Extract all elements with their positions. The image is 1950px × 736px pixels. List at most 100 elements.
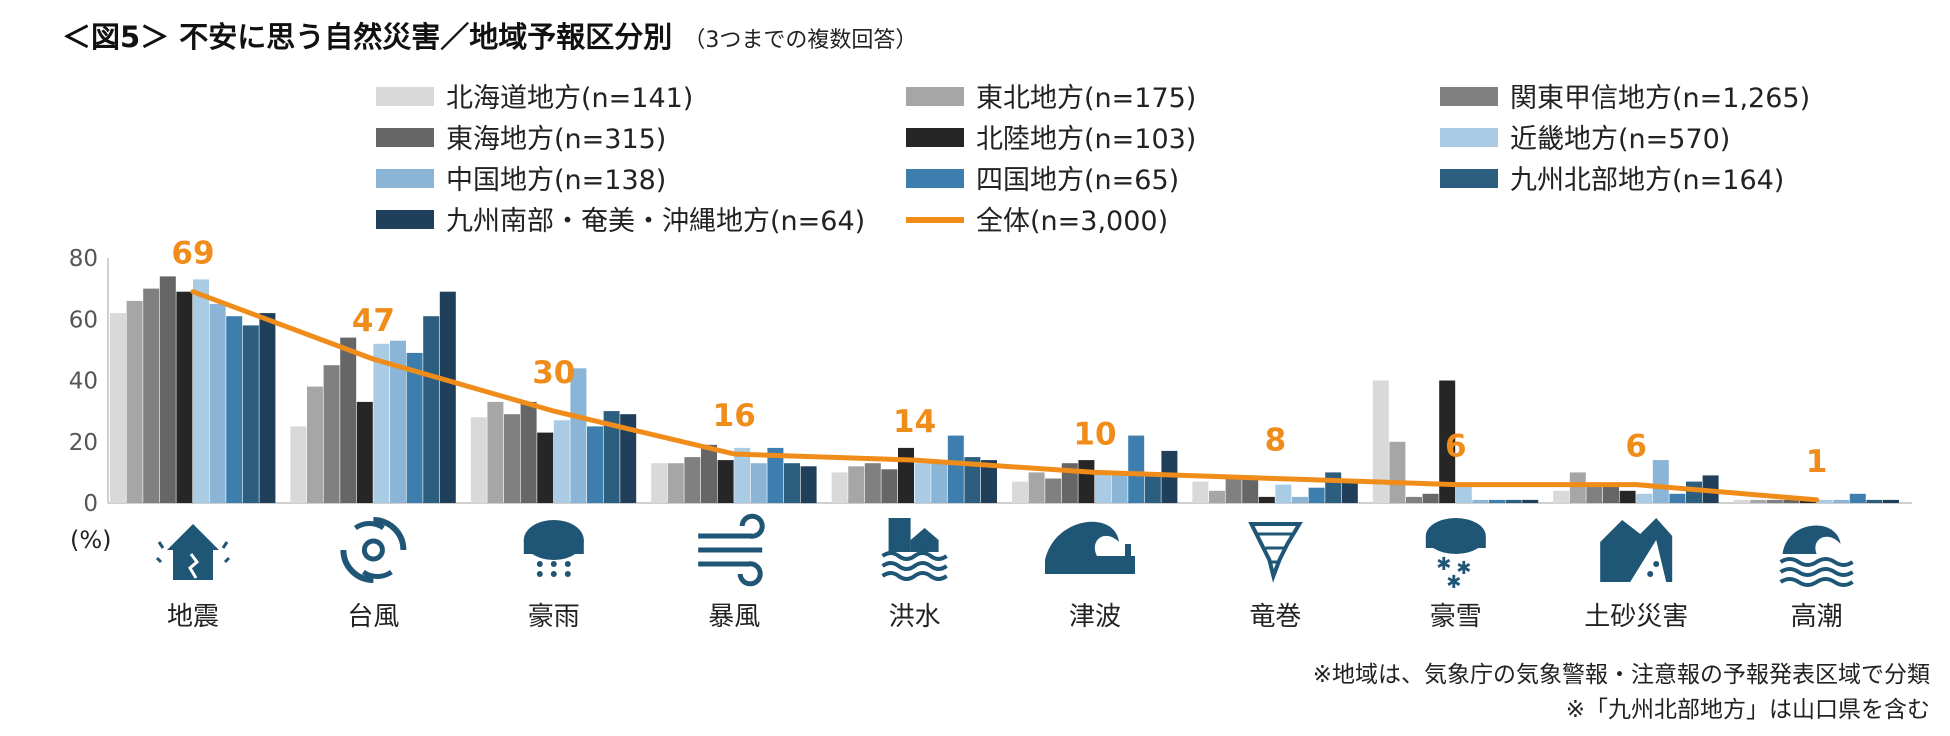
- bar: [1372, 380, 1389, 503]
- bar: [1750, 499, 1767, 503]
- tsunami-icon: [1045, 521, 1135, 574]
- bar: [1111, 472, 1128, 503]
- bar: [110, 313, 126, 503]
- bar: [323, 365, 340, 503]
- total-data-label: 30: [532, 355, 575, 391]
- strong-wind-icon: [698, 513, 765, 587]
- bar: [914, 463, 931, 503]
- total-data-label: 1: [1806, 444, 1828, 480]
- bars: [110, 276, 1899, 504]
- bar: [701, 444, 717, 503]
- category-label: 津波: [1069, 602, 1121, 632]
- bar: [143, 288, 160, 503]
- bar: [1275, 484, 1292, 503]
- bar: [1439, 380, 1456, 503]
- legend-swatch: [376, 87, 434, 106]
- bar: [307, 386, 323, 503]
- bar: [1569, 472, 1586, 503]
- bar: [242, 325, 259, 503]
- bar: [1192, 481, 1209, 503]
- legend-label: 東北地方(n=175): [976, 83, 1196, 114]
- legend-label: 北海道地方(n=141): [446, 83, 693, 114]
- legend-label: 関東甲信地方(n=1,265): [1510, 83, 1810, 114]
- legend-label: 九州北部地方(n=164): [1510, 165, 1784, 196]
- total-data-label: 6: [1445, 429, 1467, 465]
- bar: [1012, 481, 1028, 503]
- bar: [373, 343, 390, 504]
- legend-swatch: [376, 210, 434, 229]
- bar: [1258, 496, 1275, 503]
- total-data-label: 16: [713, 398, 756, 434]
- bar: [487, 401, 504, 503]
- bar: [390, 340, 406, 503]
- y-tick-label: 60: [69, 307, 98, 333]
- bar: [226, 316, 243, 503]
- bar: [1505, 499, 1522, 503]
- bar: [1045, 478, 1062, 503]
- bar: [537, 432, 554, 503]
- landslide-icon: [1600, 518, 1673, 582]
- category-label: 豪雨: [528, 602, 580, 632]
- category-label: 洪水: [889, 602, 941, 632]
- total-series-line: [190, 289, 1820, 503]
- category-icons: ✱ ✱✱: [155, 513, 1854, 593]
- heavy-snow-icon: ✱ ✱✱: [1425, 518, 1486, 593]
- bar: [1209, 490, 1225, 504]
- typhoon-icon: [340, 517, 407, 583]
- footnotes: ※地域は、気象庁の気象警報・注意報の予報発表区域で分類 ※「九州北部地方」は山口…: [1313, 658, 1930, 728]
- category-label: 高潮: [1791, 602, 1843, 632]
- tornado-icon: [1248, 522, 1303, 583]
- category-label: 豪雪: [1430, 602, 1482, 632]
- legend-swatch: [906, 128, 964, 147]
- legend-label: 中国地方(n=138): [446, 165, 666, 196]
- bar: [520, 401, 537, 503]
- bar: [831, 472, 848, 503]
- total-data-label: 10: [1073, 416, 1116, 452]
- y-tick-label: 0: [83, 491, 98, 517]
- bar: [1325, 472, 1342, 503]
- bar: [176, 291, 193, 503]
- flood-icon: [881, 518, 948, 581]
- bar: [126, 300, 143, 503]
- legend-label: 全体(n=3,000): [976, 206, 1168, 237]
- legend-label: 近畿地方(n=570): [1510, 124, 1730, 155]
- bar: [864, 463, 881, 503]
- bar: [1078, 460, 1095, 503]
- y-tick-labels: 0 20 40 60 80: [69, 246, 98, 517]
- bar: [1308, 487, 1325, 503]
- bar: [1422, 493, 1439, 503]
- bar: [1095, 472, 1111, 503]
- bar: [1489, 499, 1505, 503]
- bar: [1242, 475, 1259, 503]
- bar: [1833, 499, 1850, 503]
- storm-surge-icon: [1779, 525, 1854, 587]
- bar: [1522, 499, 1539, 503]
- bar: [964, 457, 981, 503]
- bar: [1603, 484, 1619, 503]
- category-labels: 地震 台風 豪雨 暴風 洪水 津波 竜巻 豪雪 土砂災害 高潮: [167, 602, 1843, 632]
- total-data-label: 8: [1265, 423, 1287, 459]
- bar: [881, 469, 898, 503]
- bar: [1586, 484, 1603, 503]
- bar: [1292, 496, 1308, 503]
- footnote-2: ※「九州北部地方」は山口県を含む: [1565, 697, 1930, 723]
- bar: [667, 463, 684, 503]
- legend-swatch: [1440, 128, 1498, 147]
- bar: [1472, 499, 1489, 503]
- bar: [1144, 472, 1161, 503]
- legend-swatch: [1440, 169, 1498, 188]
- bar: [1553, 490, 1570, 504]
- bar: [553, 420, 570, 503]
- legend-label: 北陸地方(n=103): [976, 124, 1196, 155]
- bar: [1783, 499, 1800, 503]
- bar: [439, 291, 456, 503]
- bar: [423, 316, 440, 503]
- bar: [947, 435, 964, 503]
- bar: [684, 457, 701, 503]
- heavy-rain-icon: [523, 520, 584, 577]
- chart-canvas: 北海道地方(n=141) 東北地方(n=175) 関東甲信地方(n=1,265) 東海…: [69, 83, 1912, 632]
- legend-swatch: [1440, 87, 1498, 106]
- bar: [651, 463, 668, 503]
- legend-label: 東海地方(n=315): [446, 124, 666, 155]
- bar: [898, 447, 914, 503]
